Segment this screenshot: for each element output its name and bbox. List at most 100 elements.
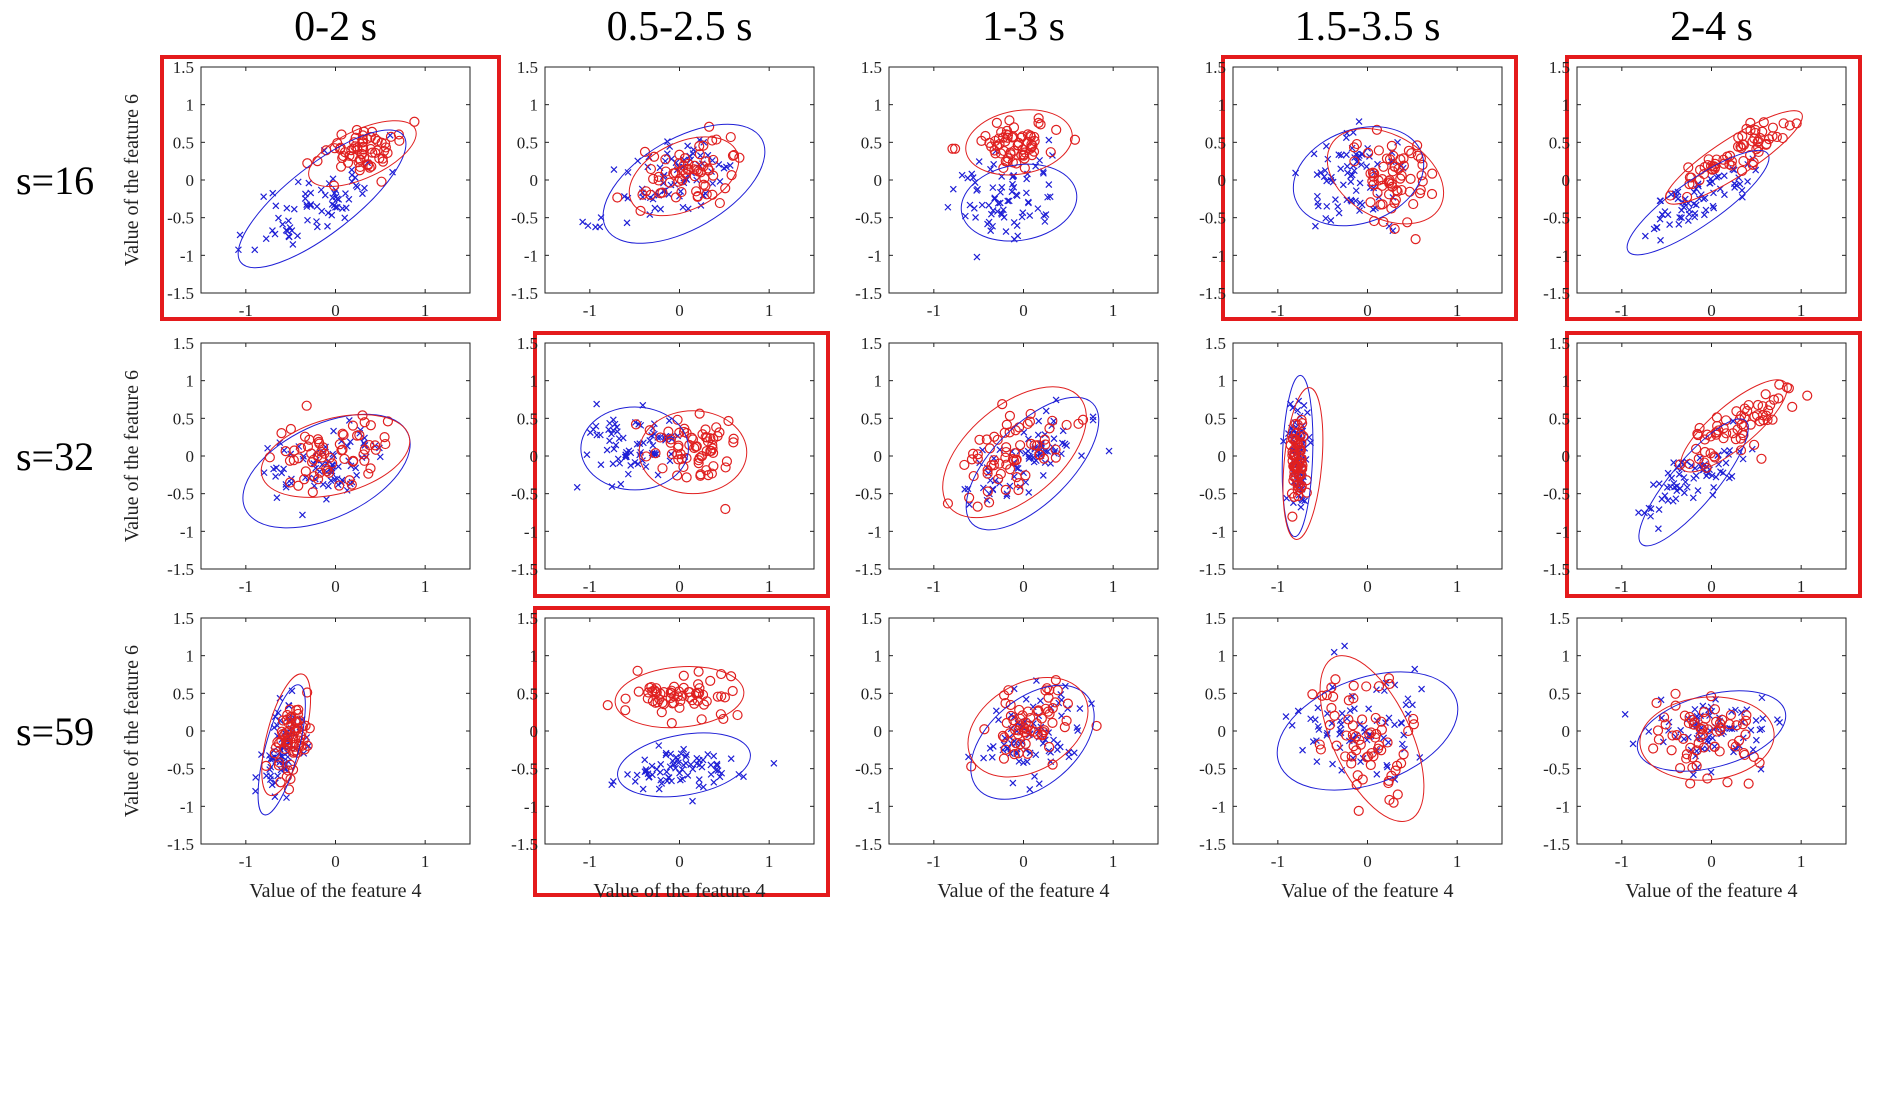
point-class2-o <box>369 440 381 451</box>
plot-area <box>602 665 778 805</box>
point-class2-o <box>1415 184 1426 196</box>
y-tick-label: -1 <box>180 797 194 816</box>
point-class1-x <box>352 182 360 189</box>
point-class1-x <box>318 461 326 469</box>
y-tick-label: 1.5 <box>173 58 194 77</box>
point-class2-o <box>1013 477 1024 489</box>
plot-area <box>965 675 1102 800</box>
point-class2-o <box>1748 751 1759 762</box>
point-class2-o <box>1396 170 1407 181</box>
point-class2-o <box>996 127 1007 138</box>
point-class1-x <box>1004 197 1012 205</box>
ellipse-class1 <box>960 163 1078 242</box>
point-class2-o <box>1773 393 1784 404</box>
panel-r2-c2: -1.5 -1 -0.5 0 0.5 1 1.5 -1 0 1 <box>511 331 830 598</box>
point-class1-x <box>986 744 994 752</box>
point-class2-o <box>1736 165 1748 176</box>
point-class2-o <box>1040 685 1051 696</box>
point-class1-x <box>1315 726 1323 733</box>
point-class1-x <box>1008 188 1016 196</box>
ellipse-class2 <box>967 676 1089 778</box>
point-class2-o <box>1044 685 1055 696</box>
point-class2-o <box>1652 725 1664 736</box>
point-class2-o <box>655 187 666 199</box>
point-class2-o <box>692 190 703 202</box>
point-class2-o <box>1739 403 1750 414</box>
point-class2-o <box>1288 461 1299 472</box>
point-class2-o <box>1753 142 1764 153</box>
point-class1-x <box>252 773 260 781</box>
ellipse-class1 <box>1281 374 1314 538</box>
y-tick-label: 1 <box>530 372 539 391</box>
y-tick-label: 1.5 <box>1205 609 1226 628</box>
point-class2-o <box>1326 702 1337 714</box>
point-class2-o <box>339 147 351 158</box>
point-class2-o <box>1011 471 1022 483</box>
point-class1-x <box>631 778 639 785</box>
point-class2-o <box>1709 451 1720 462</box>
point-class1-x <box>1694 487 1702 494</box>
point-class2-o <box>1047 717 1058 728</box>
point-class1-x <box>709 180 717 187</box>
point-class1-x <box>1674 195 1682 203</box>
point-class2-o <box>1705 691 1717 702</box>
point-class2-o <box>306 448 317 459</box>
point-class2-o <box>274 738 285 749</box>
point-class2-o <box>665 692 676 704</box>
point-class1-x <box>988 753 996 761</box>
y-tick-label: -1.5 <box>1543 284 1570 303</box>
point-class2-o <box>1348 741 1359 752</box>
x-tick-label: -1 <box>1271 577 1285 596</box>
point-class2-o <box>1687 752 1698 763</box>
point-class2-o <box>1010 738 1022 749</box>
point-class2-o <box>1289 444 1300 455</box>
point-class1-x <box>1007 750 1014 757</box>
point-class2-o <box>972 453 983 464</box>
point-class1-x <box>1710 484 1718 491</box>
point-class1-x <box>1046 193 1054 201</box>
y-tick-label: -1 <box>524 246 538 265</box>
point-class1-x <box>973 187 981 194</box>
point-class1-x <box>991 194 999 202</box>
y-tick-label: 1 <box>1218 647 1227 666</box>
point-class1-x <box>1065 748 1073 756</box>
column-title-4: 1.5-3.5 s <box>1295 4 1441 50</box>
point-class2-o <box>1749 411 1760 422</box>
point-class1-x <box>610 166 618 173</box>
point-class1-x <box>616 459 624 467</box>
point-class2-o <box>1050 444 1061 455</box>
point-class1-x <box>271 779 279 787</box>
point-class2-o <box>380 138 391 149</box>
point-class1-x <box>1320 173 1328 181</box>
point-class2-o <box>660 166 671 177</box>
y-tick-label: -0.5 <box>167 209 194 228</box>
point-class2-o <box>698 699 710 710</box>
point-class1-x <box>1366 153 1373 160</box>
point-class2-o <box>1684 458 1695 470</box>
point-class2-o <box>1771 131 1782 143</box>
y-tick-label: -1.5 <box>167 560 194 579</box>
point-class2-o <box>1667 730 1678 741</box>
point-class2-o <box>1408 713 1419 725</box>
point-class2-o <box>362 160 373 171</box>
point-class1-x <box>696 761 704 769</box>
point-class2-o <box>1061 419 1072 431</box>
point-class1-x <box>1018 213 1026 221</box>
point-class2-o <box>1372 187 1383 198</box>
point-class2-o <box>700 424 711 435</box>
x-tick-label: 1 <box>421 301 430 320</box>
y-tick-label: -0.5 <box>855 209 882 228</box>
point-class2-o <box>693 166 704 177</box>
point-class2-o <box>352 144 363 155</box>
point-class2-o <box>989 431 1000 442</box>
point-class1-x <box>727 755 735 763</box>
point-class2-o <box>273 760 284 771</box>
point-class1-x <box>612 441 620 449</box>
point-class1-x <box>695 776 703 783</box>
point-class2-o <box>364 162 375 173</box>
point-class1-x <box>1009 779 1017 787</box>
point-class2-o <box>1390 765 1401 776</box>
point-class2-o <box>347 420 359 431</box>
